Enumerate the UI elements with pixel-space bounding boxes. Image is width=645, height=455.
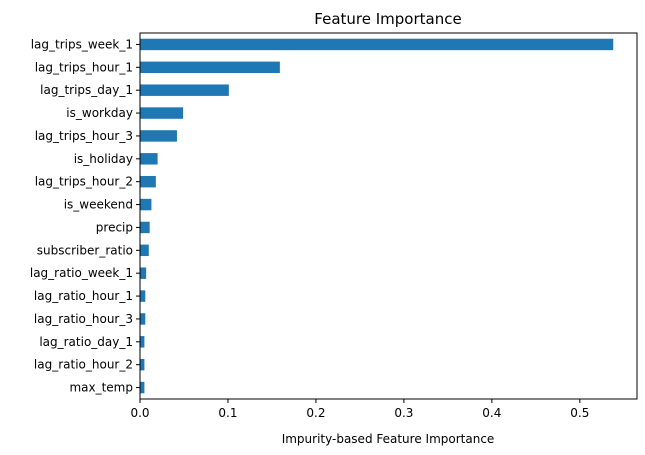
- x-ticks: 0.0 0.1 0.2 0.3 0.4 0.5: [130, 399, 589, 420]
- bar-max-temp: [140, 381, 145, 394]
- bar-lag-ratio-hour-2: [140, 358, 145, 371]
- bar-subscriber-ratio: [140, 244, 149, 257]
- y-tick-labels: lag_trips_week_1 lag_trips_hour_1 lag_trip…: [30, 37, 140, 395]
- bar-lag-trips-hour-3: [140, 130, 177, 142]
- x-tick-label: 0.3: [394, 406, 413, 420]
- bar-is-holiday: [140, 153, 158, 165]
- y-tick-label: lag_trips_day_1: [40, 83, 133, 97]
- plot-frame: [139, 32, 638, 400]
- chart-title: Feature Importance: [314, 10, 461, 28]
- bar-lag-ratio-day-1: [140, 336, 145, 348]
- bar-is-weekend: [140, 198, 152, 211]
- bar-lag-ratio-hour-3: [140, 313, 146, 325]
- x-tick-label: 0.1: [218, 406, 237, 420]
- y-tick-label: lag_ratio_hour_1: [34, 289, 133, 303]
- x-tick-label: 0.4: [482, 406, 501, 420]
- y-tick-label: subscriber_ratio: [37, 243, 133, 257]
- y-tick-label: is_weekend: [64, 198, 133, 212]
- bar-lag-trips-hour-2: [140, 175, 156, 188]
- bars-group: [140, 38, 614, 394]
- bar-lag-trips-hour-1: [140, 61, 280, 74]
- y-tick-label: lag_ratio_hour_3: [34, 312, 133, 326]
- x-tick-label: 0.5: [570, 406, 589, 420]
- y-tick-label: lag_trips_hour_1: [35, 60, 133, 74]
- y-tick-label: precip: [96, 220, 133, 234]
- y-tick-label: is_workday: [66, 106, 133, 120]
- y-tick-label: lag_ratio_week_1: [30, 266, 133, 280]
- y-tick-label: is_holiday: [74, 152, 133, 166]
- bar-is-workday: [140, 107, 184, 119]
- bar-lag-trips-day-1: [140, 84, 229, 96]
- x-axis-label: Impurity-based Feature Importance: [282, 432, 495, 446]
- bar-lag-trips-week-1: [140, 38, 614, 51]
- x-tick-label: 0.2: [306, 406, 325, 420]
- y-tick-label: lag_ratio_day_1: [39, 335, 133, 349]
- y-tick-label: lag_trips_hour_2: [35, 175, 133, 189]
- bar-lag-ratio-hour-1: [140, 290, 146, 302]
- y-tick-label: lag_trips_hour_3: [35, 129, 133, 143]
- y-tick-label: lag_ratio_hour_2: [34, 358, 133, 372]
- x-tick-label: 0.0: [130, 406, 149, 420]
- y-tick-label: max_temp: [69, 381, 133, 395]
- bar-lag-ratio-week-1: [140, 267, 147, 279]
- bar-precip: [140, 221, 150, 234]
- y-tick-label: lag_trips_week_1: [31, 37, 133, 51]
